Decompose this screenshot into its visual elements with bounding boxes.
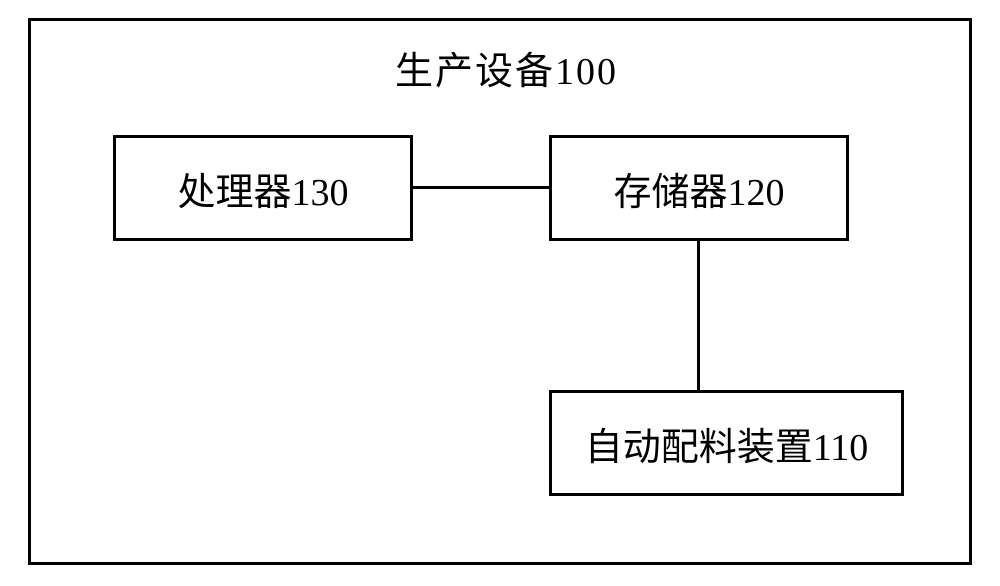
title-text: 生产设备100 bbox=[395, 51, 618, 93]
diagram-title: 生产设备100 bbox=[395, 40, 618, 95]
connector-storage-dispenser bbox=[697, 241, 700, 390]
dispenser-label: 自动配料装置110 bbox=[585, 416, 869, 471]
connector-processor-storage bbox=[413, 186, 549, 189]
storage-label: 存储器120 bbox=[613, 161, 784, 216]
storage-box: 存储器120 bbox=[549, 135, 849, 241]
dispenser-box: 自动配料装置110 bbox=[549, 390, 904, 496]
processor-label: 处理器130 bbox=[177, 161, 348, 216]
processor-box: 处理器130 bbox=[113, 135, 413, 241]
